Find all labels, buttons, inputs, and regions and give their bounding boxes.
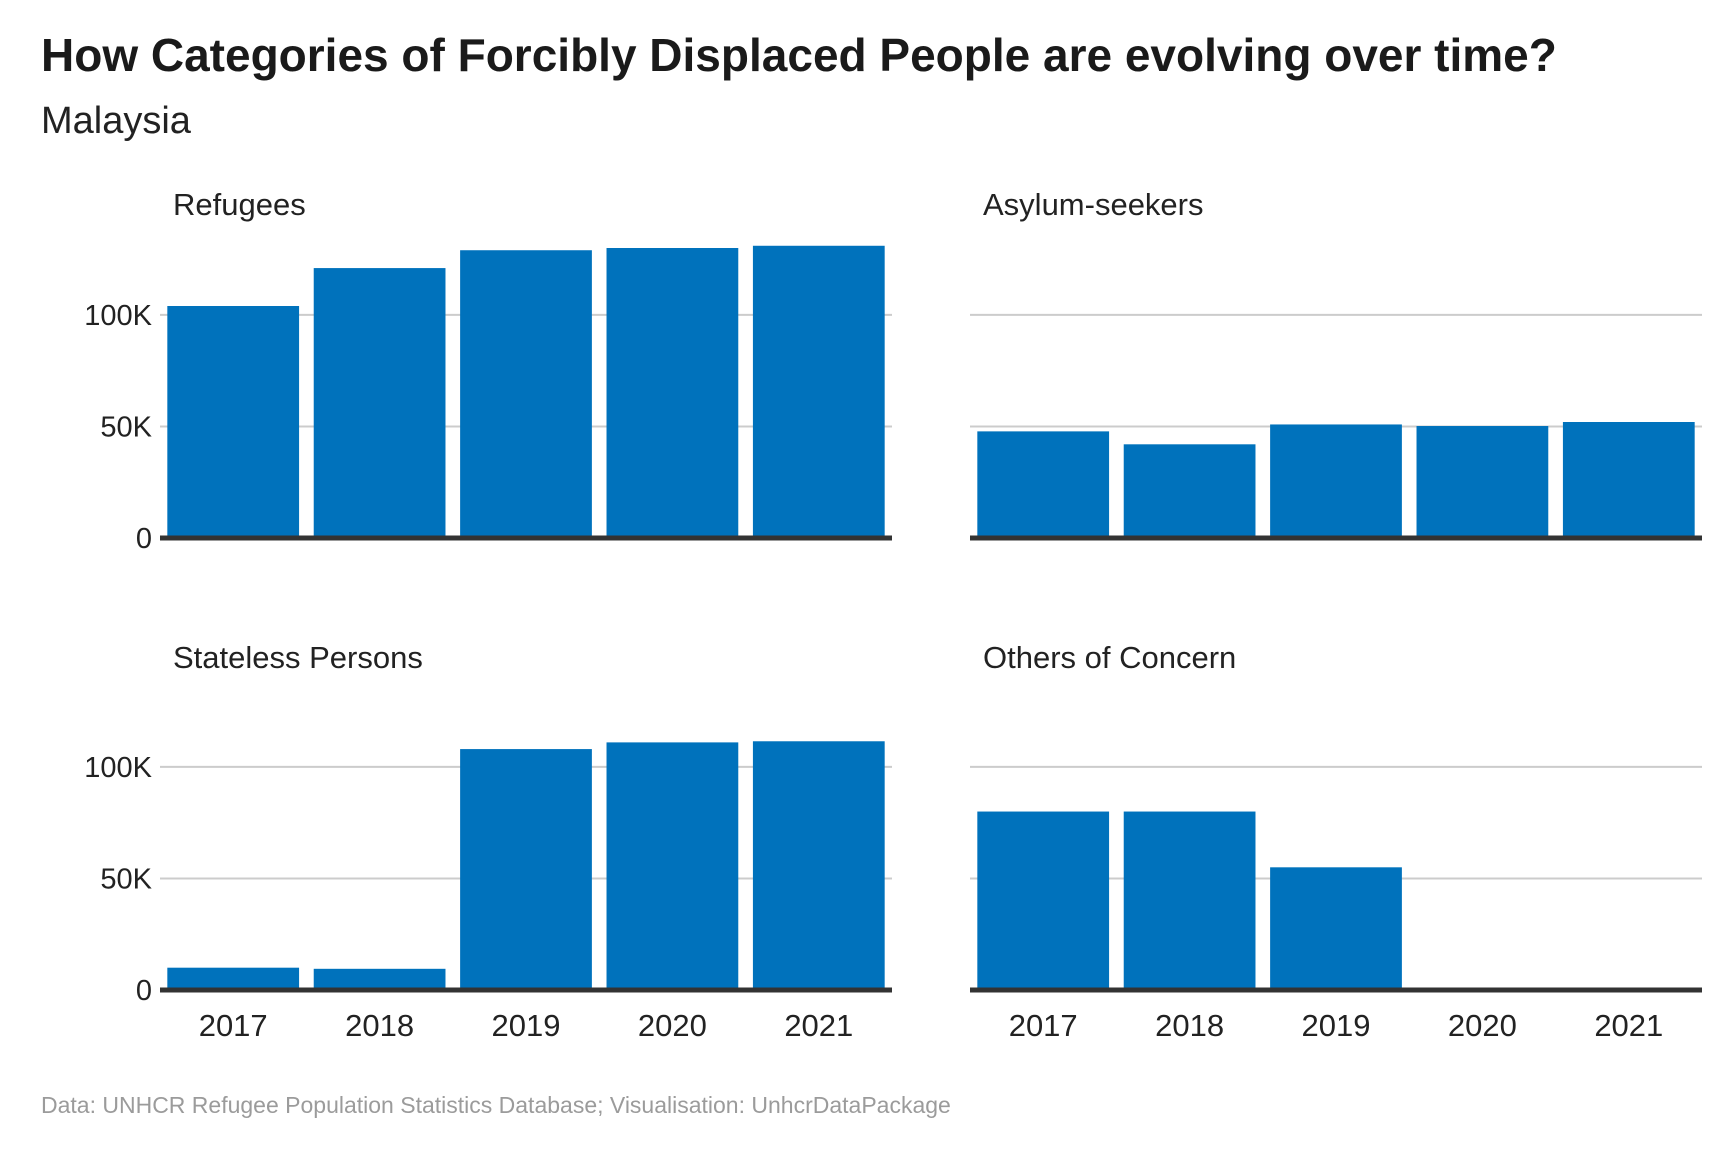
- x-tick-label: 2017: [199, 1008, 268, 1043]
- y-tick-label: 0: [136, 523, 152, 555]
- panel-label-refugees: Refugees: [173, 187, 306, 222]
- bar-asylum-seekers-2017: [977, 431, 1110, 538]
- x-tick-label: 2020: [638, 1008, 707, 1043]
- panel-label-asylum-seekers: Asylum-seekers: [983, 187, 1204, 222]
- x-tick-label: 2018: [1155, 1008, 1224, 1043]
- bar-stateless-persons-2019: [460, 749, 592, 990]
- y-tick-label: 100K: [84, 300, 152, 332]
- panel-label-others-of-concern: Others of Concern: [983, 640, 1236, 675]
- bar-asylum-seekers-2020: [1416, 426, 1549, 538]
- bar-asylum-seekers-2018: [1123, 444, 1256, 538]
- x-tick-label: 2019: [1302, 1008, 1371, 1043]
- bar-asylum-seekers-2021: [1562, 422, 1695, 538]
- y-tick-label: 100K: [84, 752, 152, 784]
- bar-stateless-persons-2017: [167, 967, 300, 990]
- x-tick-label: 2018: [345, 1008, 414, 1043]
- bar-asylum-seekers-2019: [1270, 424, 1402, 538]
- chart-title: How Categories of Forcibly Displaced Peo…: [41, 29, 1557, 81]
- y-tick-label: 50K: [100, 863, 152, 895]
- chart-caption: Data: UNHCR Refugee Population Statistic…: [41, 1092, 951, 1118]
- chart-subtitle: Malaysia: [41, 100, 191, 142]
- bar-others-of-concern-2018: [1123, 811, 1256, 990]
- bar-refugees-2019: [460, 250, 592, 538]
- bar-stateless-persons-2021: [752, 741, 885, 990]
- bar-stateless-persons-2020: [606, 742, 739, 990]
- x-tick-label: 2019: [492, 1008, 561, 1043]
- bar-others-of-concern-2017: [977, 811, 1110, 990]
- bar-refugees-2017: [167, 306, 300, 538]
- y-tick-label: 50K: [100, 411, 152, 443]
- x-tick-label: 2020: [1448, 1008, 1517, 1043]
- bar-others-of-concern-2019: [1270, 867, 1402, 990]
- x-tick-label: 2017: [1009, 1008, 1078, 1043]
- panel-label-stateless-persons: Stateless Persons: [173, 640, 423, 675]
- bar-refugees-2020: [606, 248, 739, 538]
- bar-refugees-2018: [313, 268, 446, 538]
- y-tick-label: 0: [136, 975, 152, 1007]
- x-tick-label: 2021: [1594, 1008, 1663, 1043]
- bar-refugees-2021: [752, 245, 885, 538]
- x-tick-label: 2021: [784, 1008, 853, 1043]
- bar-stateless-persons-2018: [313, 968, 446, 990]
